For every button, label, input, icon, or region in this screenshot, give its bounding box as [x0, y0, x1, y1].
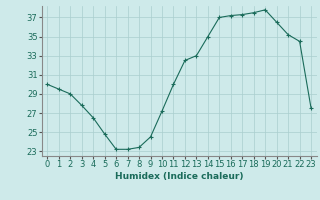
X-axis label: Humidex (Indice chaleur): Humidex (Indice chaleur): [115, 172, 244, 181]
